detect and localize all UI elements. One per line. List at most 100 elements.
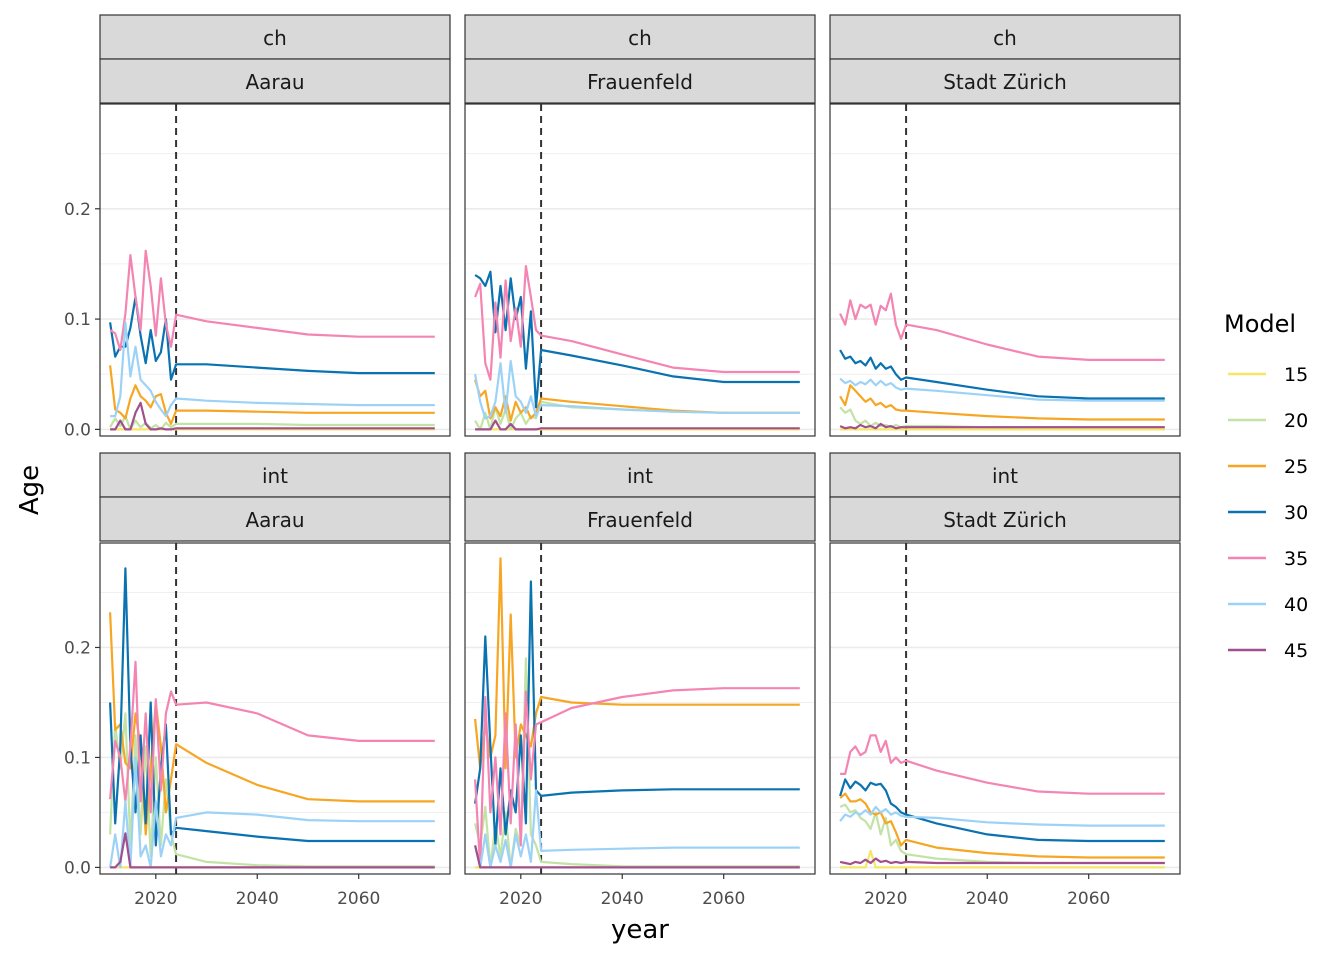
strip-bottom [464,496,816,542]
strip-top [99,452,451,498]
panel-ch-frauenfeld: ch Frauenfeld [464,14,816,437]
series-group [839,734,1165,869]
x-tick-label: 2060 [1067,889,1110,909]
series-line-30 [474,270,800,409]
strip-top-label: int [627,464,653,488]
y-tick-label: 0.2 [64,638,91,658]
series-group [839,292,1165,431]
x-tick-label: 2040 [966,889,1009,909]
panel-int-aarau: int Aarau [99,452,451,875]
x-tick-label: 2040 [601,889,644,909]
panel-border [829,103,1181,437]
strip-top [464,452,816,498]
y-tick-label: 0.2 [64,200,91,220]
strip-bottom [829,496,1181,542]
strip-bottom [99,58,451,104]
y-tick-label: 0.0 [64,420,91,440]
strip-top [829,452,1181,498]
series-line-45 [110,401,435,431]
y-axis-title: Age [15,465,45,515]
y-tick-label: 0.0 [64,858,91,878]
x-axis-title: year [611,915,669,945]
legend-label-30: 30 [1284,502,1308,524]
y-tick-label: 0.1 [64,310,91,330]
legend-label-40: 40 [1284,594,1308,616]
series-line-45 [839,857,1165,866]
strip-top-label: int [992,464,1018,488]
panel-border [99,542,451,875]
panel-int-frauenfeld: int Frauenfeld [464,452,816,875]
series-line-35 [474,687,800,869]
panel-border [464,103,816,437]
series-line-45 [110,832,435,869]
plot-background [465,543,815,874]
series-line-35 [839,292,1165,361]
panel-int-stadt-zürich: int Stadt Zürich [829,452,1181,875]
series-line-25 [109,365,435,425]
y-tick-label: 0.1 [64,748,91,768]
series-line-20 [109,712,435,868]
series-group [109,249,435,431]
series-line-30 [109,295,435,381]
axes-layer: 0.0 0.1 0.2 0.0 0.1 0.2 2020 2040 2060 2020 2040 20… [64,200,1110,909]
panel-border [829,542,1181,875]
strip-top-label: int [262,464,288,488]
legend-label-45: 45 [1284,640,1308,662]
strip-bottom-label: Stadt Zürich [943,508,1067,532]
series-line-40 [839,805,1165,827]
series-line-45 [475,419,800,431]
plot-background [830,104,1180,436]
legend: Model 15 20 25 30 35 40 45 [1224,310,1308,662]
strip-bottom-label: Aarau [245,70,304,94]
series-line-35 [840,734,1165,795]
series-line-30 [839,778,1165,843]
series-group [474,265,800,431]
series-line-25 [839,792,1165,859]
series-line-25 [839,384,1165,421]
series-line-40 [110,321,435,418]
x-tick-label: 2020 [134,889,177,909]
x-tick-label: 2020 [864,889,907,909]
legend-label-25: 25 [1284,456,1308,478]
strip-bottom [464,58,816,104]
plot-background [100,104,450,436]
legend-title: Model [1224,310,1296,338]
strip-top [99,14,451,60]
strip-bottom-label: Stadt Zürich [943,70,1067,94]
legend-label-15: 15 [1284,364,1308,386]
series-line-30 [839,349,1165,400]
series-line-25 [474,379,800,422]
series-line-30 [109,567,435,847]
x-tick-label: 2020 [499,889,542,909]
series-group [474,557,800,869]
strip-bottom-label: Aarau [245,508,304,532]
strip-bottom [829,58,1181,104]
legend-label-35: 35 [1284,548,1308,570]
strip-bottom [99,496,451,542]
panel-border [99,103,451,437]
strip-top-label: ch [263,26,287,50]
panels-layer: ch Aarau ch Frauenfeld ch Stadt Zürich int Aara… [99,14,1181,875]
series-line-15 [840,849,1165,869]
plot-background [830,543,1180,874]
panel-ch-stadt-zürich: ch Stadt Zürich [829,14,1181,437]
x-tick-label: 2060 [337,889,380,909]
x-tick-label: 2060 [702,889,745,909]
series-line-35 [474,265,800,381]
x-tick-label: 2040 [236,889,279,909]
strip-top-label: ch [628,26,652,50]
strip-bottom-label: Frauenfeld [587,70,693,94]
plot-background [465,104,815,436]
series-line-30 [474,580,800,847]
series-line-40 [839,377,1165,402]
strip-top [829,14,1181,60]
legend-label-20: 20 [1284,410,1308,432]
strip-top-label: ch [993,26,1017,50]
series-line-45 [839,422,1165,430]
strip-bottom-label: Frauenfeld [587,508,693,532]
series-line-45 [474,845,800,869]
series-group [109,567,435,869]
series-line-40 [474,359,800,420]
series-line-35 [109,249,435,352]
